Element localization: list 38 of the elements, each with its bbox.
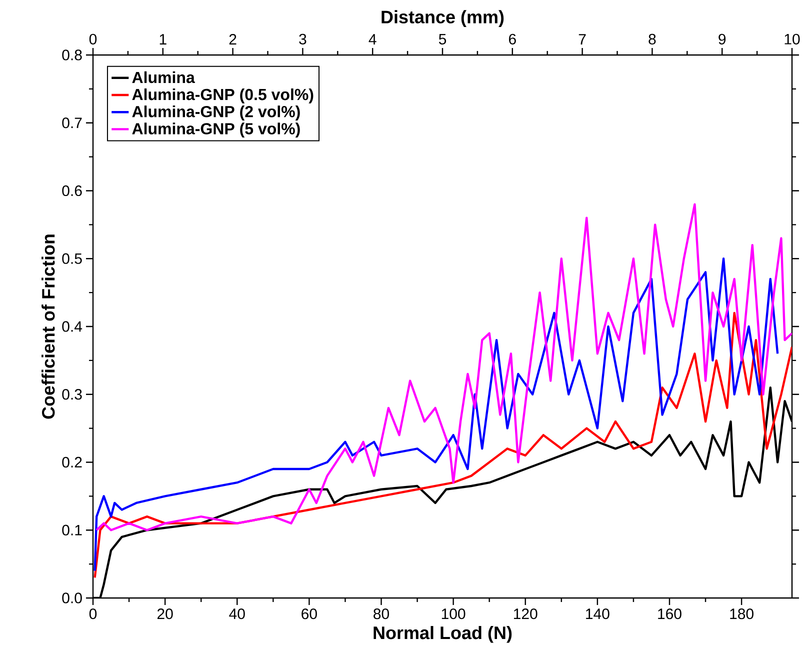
- x-tick-label: 120: [514, 608, 538, 620]
- x-tick-label: 100: [442, 608, 466, 620]
- x-axis-title: Normal Load (N): [374, 626, 512, 643]
- x2-tick-label: 1: [160, 34, 166, 44]
- x-tick-label: 180: [730, 608, 754, 620]
- legend-label: Alumina: [132, 71, 195, 84]
- y-tick-label: 0.5: [62, 253, 82, 264]
- y-axis-title: Coefficient of Friction: [42, 234, 55, 419]
- line-series: [94, 258, 779, 572]
- x-tick-label: 80: [374, 608, 389, 620]
- y-tick-label: 0.1: [62, 524, 82, 536]
- x-tick-label: 40: [229, 608, 245, 620]
- y-tick-label: 0.8: [62, 50, 82, 60]
- x2-tick-label: 9: [718, 34, 726, 44]
- x2-axis-title: Distance (mm): [382, 10, 504, 27]
- x-tick-label: 20: [157, 608, 173, 620]
- x-tick-label: 140: [586, 608, 610, 620]
- legend-label: Alumina-GNP (2 vol%): [132, 106, 300, 120]
- y-tick-label: 0.7: [62, 118, 82, 128]
- y-tick-label: 0.4: [62, 321, 82, 332]
- x2-tick-label: 0: [89, 34, 97, 44]
- x2-tick-label: 5: [438, 34, 446, 44]
- legend-label: Alumina-GNP (5 vol%): [132, 122, 300, 138]
- x2-tick-label: 10: [784, 34, 800, 44]
- x2-tick-label: 7: [578, 34, 586, 44]
- legend-label: Alumina-GNP (0.5 vol%): [132, 88, 314, 104]
- y-tick-label: 0.0: [62, 592, 82, 604]
- y-tick-label: 0.3: [62, 389, 82, 400]
- x2-tick-label: 6: [509, 34, 516, 44]
- x2-tick-label: 4: [368, 34, 376, 44]
- x2-tick-label: 2: [229, 34, 236, 44]
- x-tick-label: 60: [302, 608, 317, 620]
- x-tick-label: 160: [658, 608, 682, 620]
- x-tick-label: 0: [89, 608, 97, 620]
- x2-tick-label: 3: [299, 34, 306, 44]
- y-tick-label: 0.6: [62, 185, 82, 196]
- y-tick-label: 0.2: [62, 456, 82, 468]
- x2-tick-label: 8: [648, 34, 656, 44]
